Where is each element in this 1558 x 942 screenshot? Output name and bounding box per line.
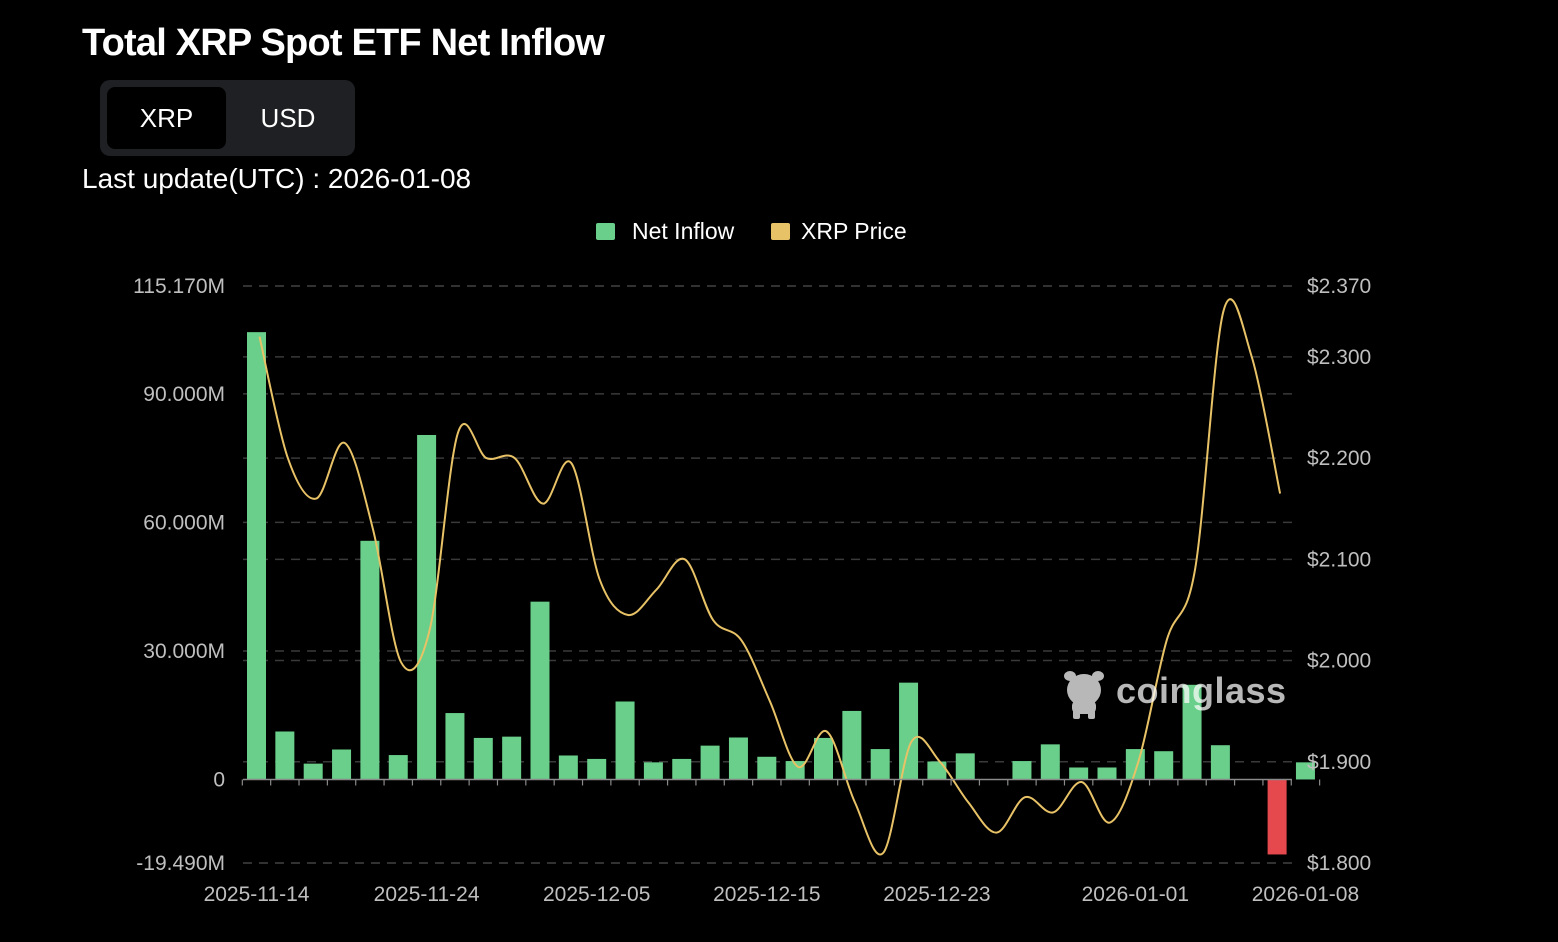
net-inflow-bar — [417, 434, 437, 780]
net-inflow-bars — [247, 332, 1315, 855]
xrp-price-line — [258, 298, 1282, 856]
net-inflow-bar — [899, 682, 919, 780]
net-inflow-bar — [558, 755, 578, 780]
net-inflow-bar — [587, 758, 607, 780]
x-tick-label: 2026-01-08 — [1252, 883, 1359, 906]
legend-xrp-price-label: XRP Price — [801, 218, 907, 244]
net-inflow-bar — [927, 761, 947, 780]
legend-net-inflow-swatch — [596, 223, 615, 240]
net-inflow-bar — [615, 701, 635, 780]
net-inflow-bar — [303, 763, 323, 780]
net-inflow-bar — [388, 755, 408, 780]
net-inflow-bar — [1154, 751, 1174, 780]
net-outflow-bar — [1267, 779, 1287, 855]
x-tick-label: 2025-12-05 — [543, 883, 650, 906]
net-inflow-bar — [785, 761, 805, 780]
net-inflow-bar — [672, 758, 692, 780]
net-inflow-bar — [955, 753, 975, 780]
legend-xrp-price-swatch — [771, 223, 790, 240]
net-inflow-bar — [1040, 744, 1060, 780]
y-left-tick-label: 0 — [213, 768, 225, 791]
net-inflow-bar — [1097, 767, 1117, 780]
y-right-tick-label: $1.900 — [1307, 751, 1371, 774]
net-inflow-bar — [445, 713, 465, 780]
toggle-usd-button[interactable]: USD — [260, 103, 316, 133]
net-inflow-bar — [360, 540, 380, 780]
net-inflow-bar — [332, 749, 352, 780]
net-inflow-bar — [870, 749, 890, 780]
x-tick-label: 2025-12-23 — [883, 883, 990, 906]
net-inflow-bar — [502, 736, 522, 780]
y-left-tick-label: 60.000M — [143, 511, 225, 534]
toggle-xrp-button[interactable]: XRP — [107, 87, 226, 149]
page-title: Total XRP Spot ETF Net Inflow — [82, 22, 605, 64]
net-inflow-bar — [275, 731, 295, 780]
net-inflow-bar — [473, 737, 493, 780]
y-right-tick-label: $1.800 — [1307, 852, 1371, 875]
net-inflow-bar — [728, 737, 748, 780]
net-inflow-bar — [757, 756, 777, 780]
y-right-tick-label: $2.300 — [1307, 346, 1371, 369]
x-tick-label: 2025-11-24 — [374, 883, 480, 906]
chart-legend: Net Inflow XRP Price — [0, 214, 1558, 248]
unit-toggle: XRP USD — [100, 80, 355, 156]
y-left-tick-label: 115.170M — [133, 275, 225, 298]
net-inflow-bar — [700, 745, 720, 780]
y-left-tick-label: -19.490M — [136, 852, 225, 875]
net-inflow-bar — [1125, 749, 1145, 780]
last-update-text: Last update(UTC) : 2026-01-08 — [82, 163, 472, 194]
axis-labels: 115.170M 90.000M 60.000M 30.000M 0 -19.490M $2… — [133, 275, 1371, 906]
net-inflow-bar — [1182, 684, 1202, 780]
net-inflow-bar — [1012, 761, 1032, 780]
net-inflow-bar — [247, 332, 266, 780]
coinglass-logo-icon — [1064, 671, 1104, 719]
y-right-tick-label: $2.000 — [1307, 650, 1371, 673]
y-right-tick-label: $2.370 — [1307, 275, 1371, 298]
net-inflow-bar — [1210, 745, 1230, 780]
legend-net-inflow-label: Net Inflow — [632, 218, 735, 244]
x-tick-label: 2025-11-14 — [204, 883, 310, 906]
y-right-tick-label: $2.200 — [1307, 447, 1371, 470]
y-left-tick-label: 90.000M — [143, 383, 225, 406]
net-inflow-bar — [1295, 762, 1315, 780]
y-left-tick-label: 30.000M — [143, 640, 225, 663]
net-inflow-bar — [530, 601, 550, 780]
xrp-price-path — [258, 298, 1282, 856]
net-inflow-bar — [643, 762, 663, 780]
net-inflow-bar — [814, 737, 833, 780]
net-inflow-bar — [842, 710, 862, 780]
x-tick-label: 2026-01-01 — [1082, 883, 1189, 906]
x-tick-label: 2025-12-15 — [713, 883, 820, 906]
watermark-text: coinglass — [1116, 670, 1287, 711]
y-right-tick-label: $2.100 — [1307, 548, 1371, 571]
net-inflow-bar — [1069, 767, 1089, 780]
